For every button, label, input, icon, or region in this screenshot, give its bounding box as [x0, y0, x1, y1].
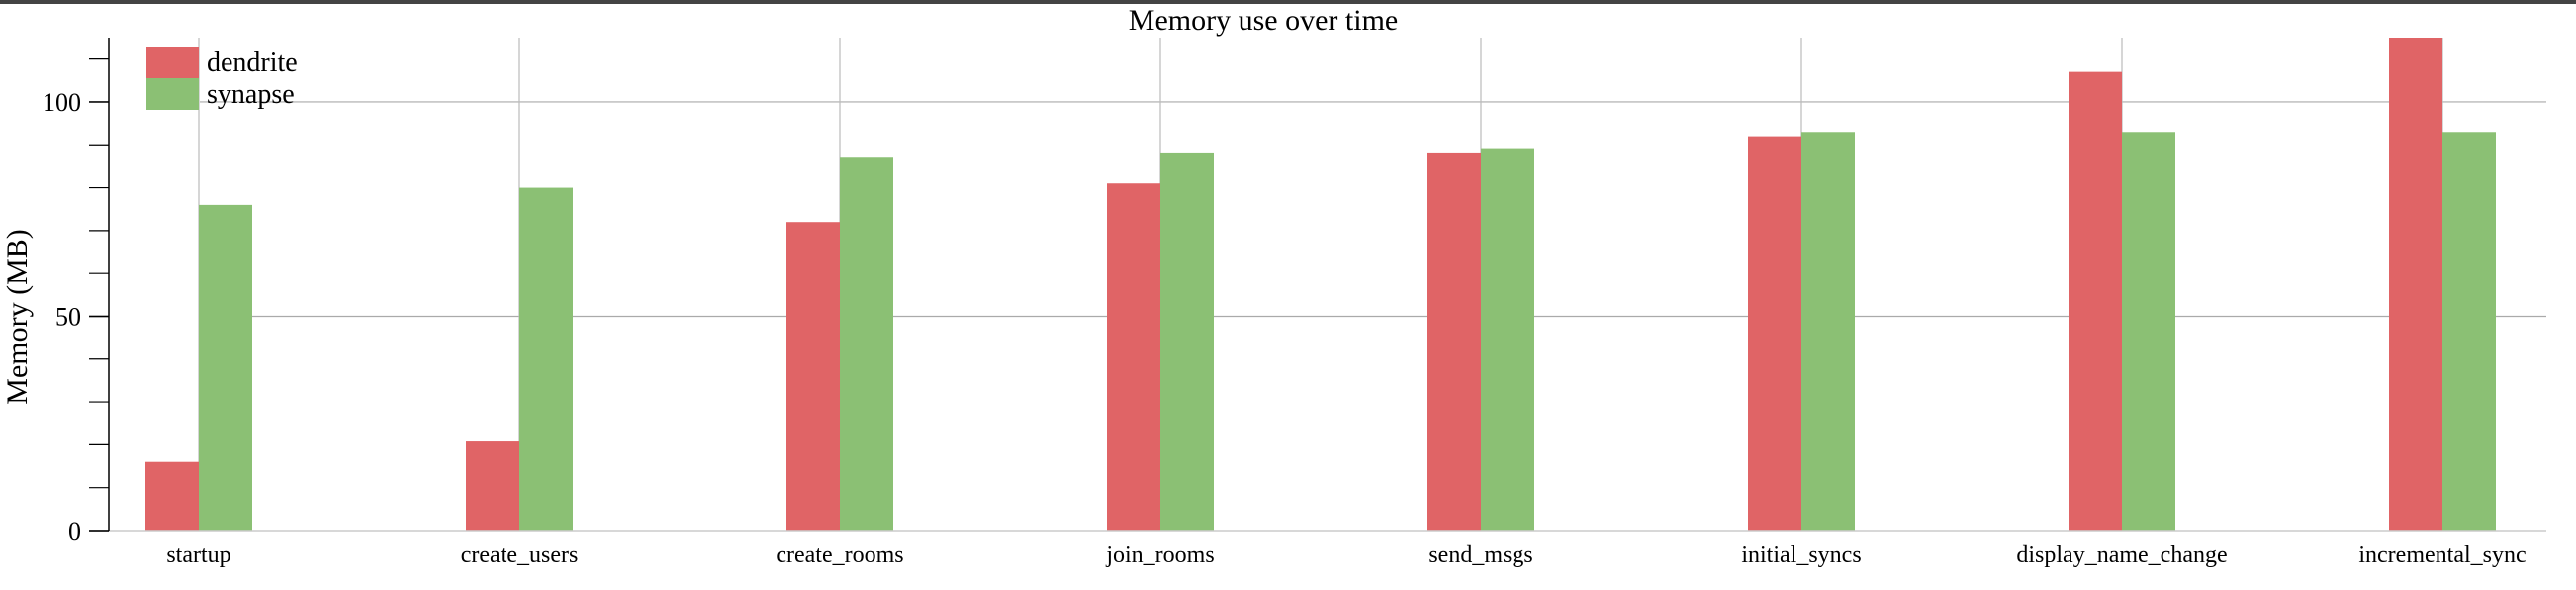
- bar-synapse-display_name_change: [2122, 132, 2175, 531]
- legend-swatch-synapse: [146, 78, 199, 110]
- bar-dendrite-startup: [145, 461, 199, 531]
- bars: [145, 38, 2496, 532]
- bar-dendrite-incremental_sync: [2389, 38, 2442, 531]
- bar-synapse-incremental_sync: [2442, 132, 2496, 531]
- bar-dendrite-send_msgs: [1427, 152, 1481, 531]
- bar-synapse-startup: [199, 204, 252, 531]
- bar-synapse-create_rooms: [840, 157, 893, 531]
- x-tick-label: create_rooms: [776, 542, 903, 568]
- x-tick-label: display_name_change: [2016, 542, 2227, 568]
- y-axis-label: Memory (MB): [1, 229, 34, 404]
- bar-synapse-create_users: [519, 187, 573, 531]
- chart-title: Memory use over time: [1129, 4, 1398, 37]
- x-tick-label: create_users: [461, 542, 579, 568]
- legend-swatch-dendrite: [146, 47, 199, 78]
- x-tick-label: send_msgs: [1428, 542, 1532, 568]
- y-tick-label: 0: [68, 517, 81, 545]
- x-tick-label: initial_syncs: [1741, 542, 1861, 568]
- legend-label-dendrite: dendrite: [207, 48, 298, 78]
- bar-dendrite-create_rooms: [786, 222, 840, 532]
- x-tick-label: startup: [166, 542, 230, 568]
- x-tick-label: join_rooms: [1105, 542, 1214, 568]
- bar-dendrite-display_name_change: [2069, 71, 2122, 531]
- legend-label-synapse: synapse: [207, 79, 295, 110]
- y-axis: 0 50 100: [43, 38, 2546, 545]
- y-tick-label: 100: [43, 88, 81, 117]
- x-tick-label: incremental_sync: [2358, 542, 2526, 568]
- bar-synapse-send_msgs: [1481, 148, 1534, 531]
- bar-synapse-initial_syncs: [1801, 132, 1855, 531]
- bar-dendrite-initial_syncs: [1748, 136, 1801, 531]
- x-axis-labels: startup create_users create_rooms join_room…: [166, 542, 2526, 568]
- bar-synapse-join_rooms: [1160, 152, 1214, 531]
- window-top-border: [0, 0, 2576, 4]
- bar-dendrite-join_rooms: [1107, 183, 1160, 531]
- bar-dendrite-create_users: [466, 441, 519, 531]
- y-tick-label: 50: [55, 302, 81, 331]
